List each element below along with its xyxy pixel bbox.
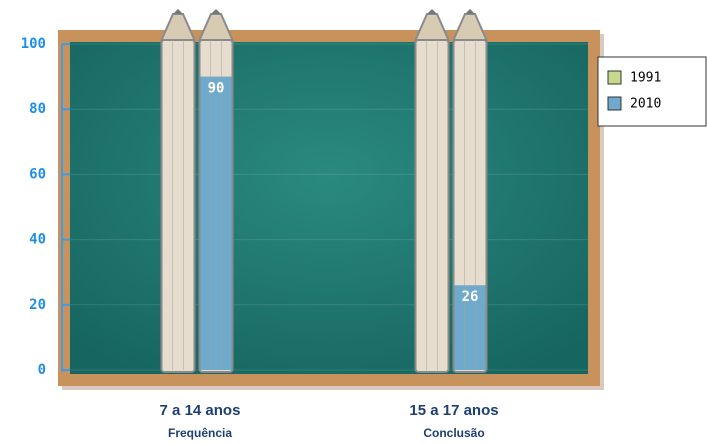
y-tick-label: 0 [38, 362, 46, 378]
pencil-lead [211, 9, 221, 14]
x-tick-sublabel: Conclusão [423, 426, 484, 440]
legend-label: 1991 [630, 71, 661, 86]
pencil-tip [413, 13, 451, 41]
x-tick-label: 7 a 14 anos [160, 402, 241, 419]
data-label: 90 [208, 81, 225, 97]
pencil-body [160, 39, 196, 373]
y-tick-label: 100 [21, 36, 46, 52]
bar [454, 285, 486, 370]
x-tick-sublabel: Frequência [168, 426, 232, 440]
pencil-tip [451, 13, 489, 41]
y-tick-label: 40 [29, 232, 46, 248]
pencil-lead [427, 9, 437, 14]
y-tick-label: 20 [29, 297, 46, 313]
y-tick-label: 80 [29, 101, 46, 117]
pencil-lead [465, 9, 475, 14]
pencil-tip [159, 13, 197, 41]
legend-swatch [607, 96, 622, 111]
pencil-lead [173, 9, 183, 14]
data-label: 26 [462, 289, 479, 305]
pencil-tip [197, 13, 235, 41]
legend-box [597, 56, 707, 127]
y-tick-label: 60 [29, 166, 46, 182]
bar [200, 76, 232, 370]
legend-label: 2010 [630, 97, 661, 112]
legend-swatch [607, 70, 622, 85]
x-tick-label: 15 a 17 anos [409, 402, 498, 419]
board [70, 42, 588, 374]
pencil-body [414, 39, 450, 373]
